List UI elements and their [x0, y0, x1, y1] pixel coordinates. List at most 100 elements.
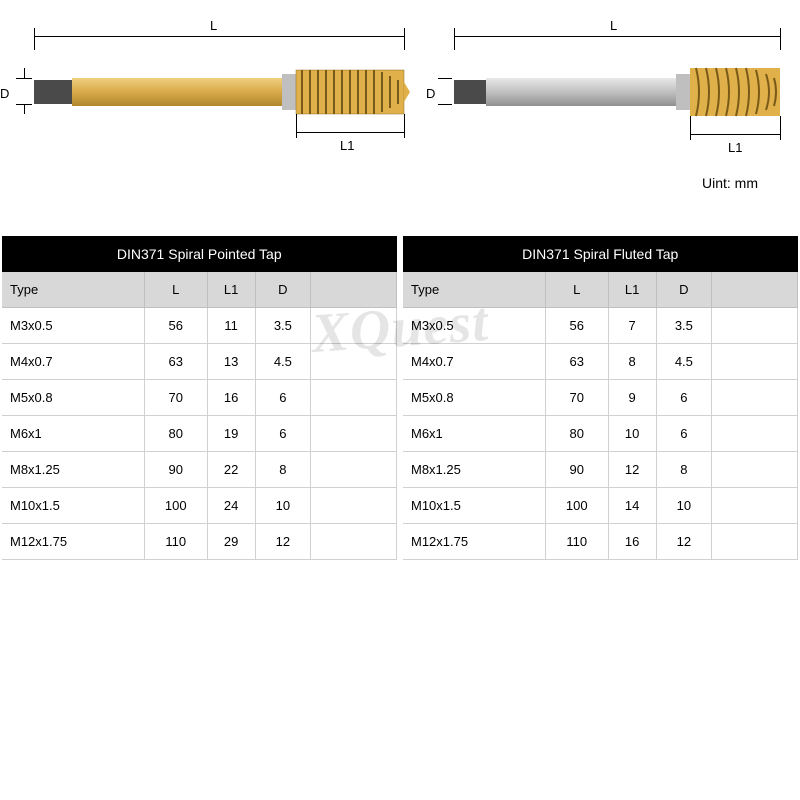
table-cell: 110 [144, 524, 207, 560]
table-cell: 12 [255, 524, 310, 560]
table-cell: M3x0.5 [403, 308, 545, 344]
table-cell [712, 308, 798, 344]
table-cell: M5x0.8 [2, 380, 144, 416]
col-header: L1 [207, 272, 255, 308]
table-cell [311, 452, 397, 488]
table-cell: M8x1.25 [403, 452, 545, 488]
dim-label-L1: L1 [728, 140, 742, 155]
table-row: M5x0.87096 [403, 380, 798, 416]
table-cell: 8 [255, 452, 310, 488]
table-cell: M5x0.8 [403, 380, 545, 416]
table-cell [311, 524, 397, 560]
col-header: L [144, 272, 207, 308]
table-cell: 3.5 [656, 308, 711, 344]
table-cell: 10 [608, 416, 656, 452]
table-cell: 4.5 [255, 344, 310, 380]
table-row: M4x0.763134.5 [2, 344, 397, 380]
table-cell: M4x0.7 [2, 344, 144, 380]
col-header: L1 [608, 272, 656, 308]
table-title: DIN371 Spiral Pointed Tap [2, 236, 397, 272]
table-cell: 90 [144, 452, 207, 488]
table-cell: 11 [207, 308, 255, 344]
table-cell: 10 [656, 488, 711, 524]
table-row: M4x0.76384.5 [403, 344, 798, 380]
table-cell: 70 [545, 380, 608, 416]
tables-wrap: DIN371 Spiral Pointed TapTypeLL1DM3x0.55… [0, 236, 800, 560]
table-cell: 16 [207, 380, 255, 416]
table-cell: 6 [255, 416, 310, 452]
table-cell: 80 [545, 416, 608, 452]
table-cell: M3x0.5 [2, 308, 144, 344]
table-cell: M4x0.7 [403, 344, 545, 380]
table-row: M10x1.51002410 [2, 488, 397, 524]
table-cell: 22 [207, 452, 255, 488]
col-header: Type [403, 272, 545, 308]
table-row: M8x1.2590228 [2, 452, 397, 488]
table-cell: 12 [656, 524, 711, 560]
table-cell: 24 [207, 488, 255, 524]
table-cell: 7 [608, 308, 656, 344]
col-header: Type [2, 272, 144, 308]
table-pointed: DIN371 Spiral Pointed TapTypeLL1DM3x0.55… [2, 236, 397, 560]
table-cell: M10x1.5 [403, 488, 545, 524]
col-header: L [545, 272, 608, 308]
table-cell [311, 344, 397, 380]
table-row: M6x180106 [403, 416, 798, 452]
table-cell [712, 416, 798, 452]
col-header: D [255, 272, 310, 308]
table-cell: M10x1.5 [2, 488, 144, 524]
tap-pointed-icon [10, 50, 410, 140]
table-cell: 6 [656, 380, 711, 416]
table-cell: 100 [144, 488, 207, 524]
table-cell: 6 [656, 416, 711, 452]
table-cell [311, 380, 397, 416]
table-cell: 10 [255, 488, 310, 524]
table-cell: M12x1.75 [403, 524, 545, 560]
table-cell: 100 [545, 488, 608, 524]
table-row: M6x180196 [2, 416, 397, 452]
table-row: M5x0.870166 [2, 380, 397, 416]
table-row: M10x1.51001410 [403, 488, 798, 524]
table-cell: 63 [144, 344, 207, 380]
col-header [712, 272, 798, 308]
table-cell: 56 [144, 308, 207, 344]
table-row: M12x1.751101612 [403, 524, 798, 560]
col-header [311, 272, 397, 308]
diagram-area: L D [0, 0, 800, 200]
table-cell: 29 [207, 524, 255, 560]
table-cell: 19 [207, 416, 255, 452]
table-cell [311, 488, 397, 524]
table-fluted: DIN371 Spiral Fluted TapTypeLL1DM3x0.556… [403, 236, 798, 560]
table-row: M8x1.2590128 [403, 452, 798, 488]
table-cell: 56 [545, 308, 608, 344]
table-cell: M8x1.25 [2, 452, 144, 488]
table-cell: 16 [608, 524, 656, 560]
table-cell [712, 380, 798, 416]
table-row: M12x1.751102912 [2, 524, 397, 560]
table-cell [712, 488, 798, 524]
table-row: M3x0.556113.5 [2, 308, 397, 344]
dim-label-L1: L1 [340, 138, 354, 153]
table-cell: 110 [545, 524, 608, 560]
table-cell [712, 452, 798, 488]
table-cell: 8 [656, 452, 711, 488]
table-cell [311, 308, 397, 344]
table-cell [712, 344, 798, 380]
table-cell: M6x1 [2, 416, 144, 452]
dim-label-D: D [0, 86, 9, 101]
diagram-spiral-pointed: L D [10, 50, 410, 140]
table-cell [712, 524, 798, 560]
table-cell: 90 [545, 452, 608, 488]
table-cell: 6 [255, 380, 310, 416]
tap-fluted-icon [440, 50, 790, 140]
table-cell: 70 [144, 380, 207, 416]
table-title: DIN371 Spiral Fluted Tap [403, 236, 798, 272]
dim-label-L: L [210, 18, 217, 33]
dim-label-L: L [610, 18, 617, 33]
table-row: M3x0.55673.5 [403, 308, 798, 344]
col-header: D [656, 272, 711, 308]
table-cell: 9 [608, 380, 656, 416]
table-cell: 13 [207, 344, 255, 380]
table-cell: M6x1 [403, 416, 545, 452]
table-cell [311, 416, 397, 452]
